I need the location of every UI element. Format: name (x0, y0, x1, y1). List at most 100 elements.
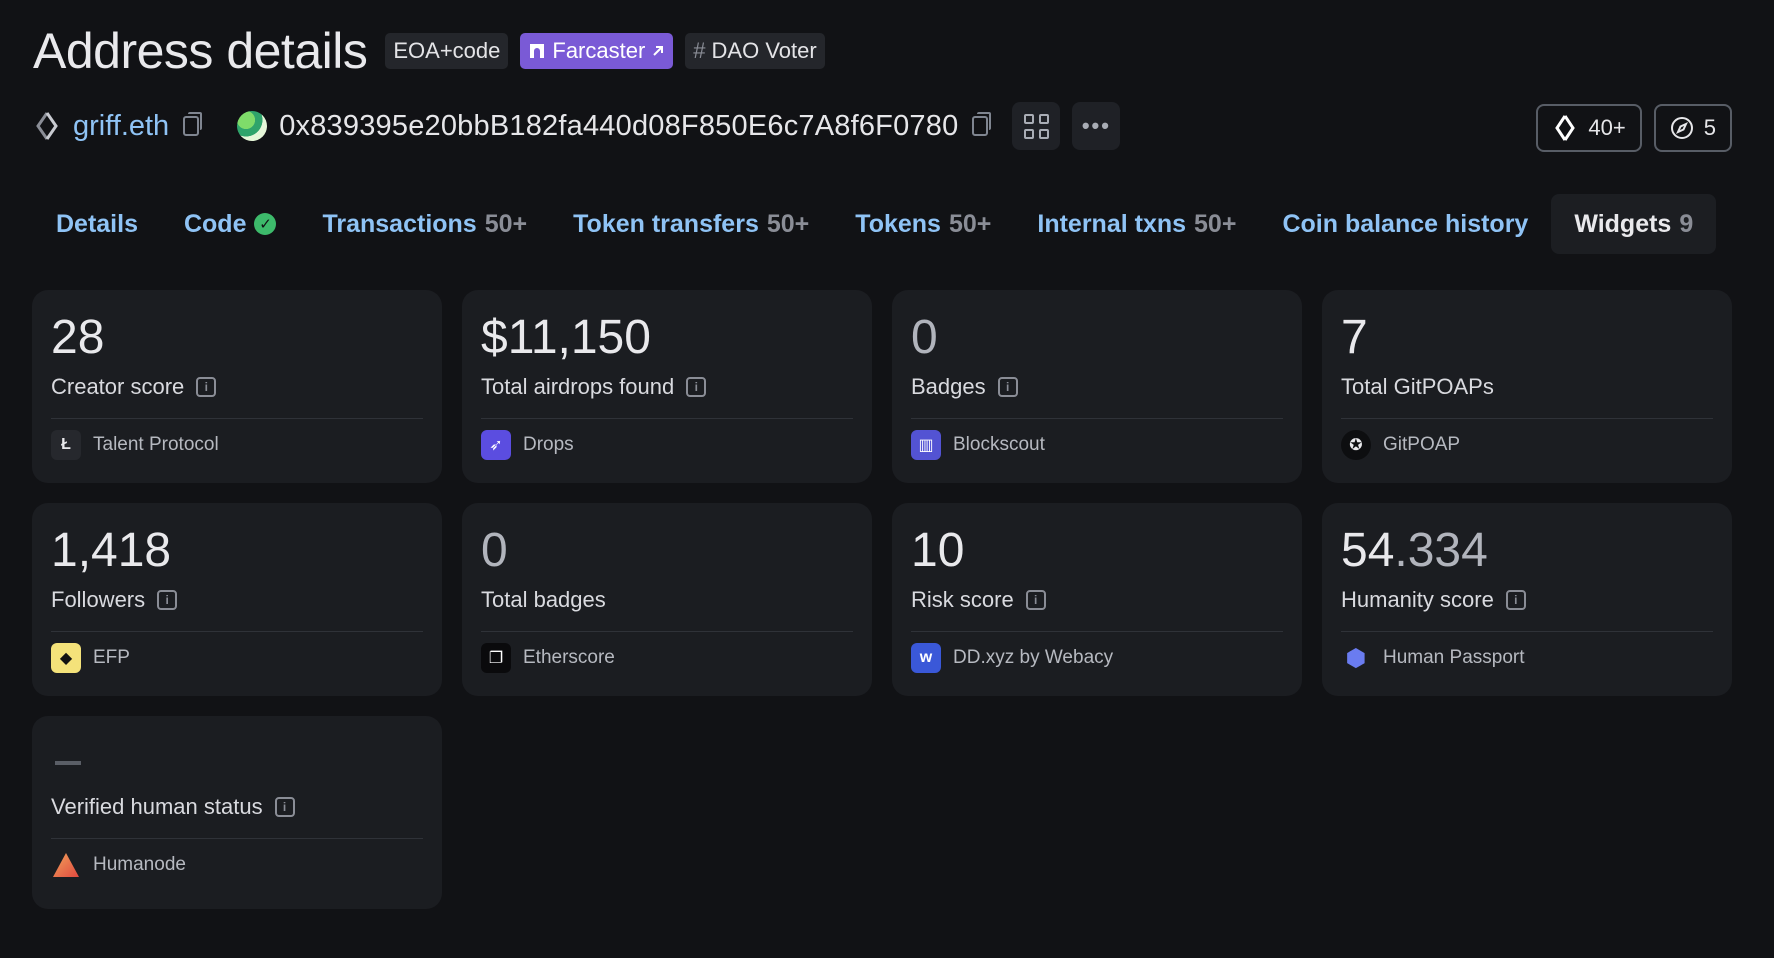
drops-logo-icon: ➶ (481, 430, 511, 460)
widget-source[interactable]: ▥ Blockscout (911, 430, 1283, 460)
efp-logo-icon: ◆ (51, 643, 81, 673)
widget-label: Risk score i (911, 587, 1283, 613)
tab-count: 50+ (484, 209, 528, 238)
tab-label: Code (183, 209, 247, 238)
widget-value: 7 (1341, 311, 1368, 364)
tab-label: Coin balance history (1282, 209, 1529, 238)
widget-source-name: DD.xyz by Webacy (953, 647, 1114, 668)
qr-code-button[interactable] (1012, 102, 1061, 150)
tab-count: 9 (1679, 209, 1694, 238)
copy-icon[interactable] (972, 112, 992, 136)
widget-source-name: Humanode (93, 854, 186, 875)
tab-count: 50+ (766, 209, 810, 238)
widget-source-name: Blockscout (953, 434, 1045, 455)
address-avatar (237, 111, 268, 141)
widget-label: Humanity score i (1341, 587, 1713, 613)
info-icon[interactable]: i (274, 797, 295, 817)
widget-label-text: Followers (51, 587, 146, 612)
tab-internal-txns[interactable]: Internal txns 50+ (1014, 194, 1259, 254)
widget-source[interactable]: Ł Talent Protocol (51, 430, 423, 460)
divider (481, 631, 853, 632)
widget-label: Followers i (51, 587, 423, 613)
more-options-button[interactable]: ••• (1072, 102, 1121, 150)
ens-icon (1555, 115, 1576, 141)
widget-source-name: EFP (93, 647, 130, 668)
interpretation-button[interactable]: 5 (1653, 104, 1732, 152)
widget-label-text: Badges (911, 374, 986, 399)
etherscore-logo-icon: ❐ (481, 643, 511, 673)
widget-source-name: Talent Protocol (93, 434, 219, 455)
widget-label-text: Creator score (51, 374, 185, 399)
widget-source[interactable]: ➶ Drops (481, 430, 853, 460)
ens-name-link[interactable]: griff.eth (73, 109, 170, 142)
ens-domains-button[interactable]: 40+ (1536, 104, 1642, 152)
divider (911, 631, 1283, 632)
widget-label-text: Total GitPOAPs (1341, 374, 1494, 399)
widget-card-total-badges: 0 Total badges ❐ Etherscore (462, 503, 872, 696)
divider (51, 418, 423, 419)
copy-icon[interactable] (183, 112, 203, 136)
widget-label: Total GitPOAPs (1341, 374, 1713, 400)
widget-value-text: 0 (481, 524, 508, 577)
widget-source-name: Drops (523, 434, 574, 455)
divider (911, 418, 1283, 419)
widget-label-text: Humanity score (1341, 587, 1494, 612)
widget-label: Total airdrops found i (481, 374, 853, 400)
tab-label: Transactions (322, 209, 477, 238)
widget-source[interactable]: ❐ Etherscore (481, 643, 853, 673)
external-link-icon (653, 46, 664, 56)
info-icon[interactable]: i (157, 590, 178, 610)
widget-value-int: 54 (1341, 524, 1395, 577)
widget-source-name: Human Passport (1383, 647, 1525, 668)
tab-label: Tokens (855, 209, 941, 238)
widget-source-name: Etherscore (523, 647, 615, 668)
tab-details[interactable]: Details (33, 194, 161, 254)
info-icon[interactable]: i (1025, 590, 1046, 610)
title-row: Address details EOA+code Farcaster # DAO… (33, 22, 825, 80)
widget-source[interactable]: ✪ GitPOAP (1341, 430, 1713, 460)
tab-transactions[interactable]: Transactions 50+ (299, 194, 550, 254)
tab-token-transfers[interactable]: Token transfers 50+ (550, 194, 832, 254)
talent-protocol-logo-icon: Ł (51, 430, 81, 460)
page-title: Address details (33, 23, 368, 79)
widget-card-verified-human: Verified human status i Humanode (32, 716, 442, 909)
header-actions: 40+ 5 (1536, 104, 1732, 152)
widget-value: 1,418 (51, 524, 172, 577)
tab-label: Token transfers (573, 209, 759, 238)
widget-source[interactable]: w DD.xyz by Webacy (911, 643, 1283, 673)
info-icon[interactable]: i (997, 377, 1018, 397)
tab-count: 50+ (948, 209, 992, 238)
qr-code-icon (1023, 113, 1049, 139)
human-passport-logo-icon: ⬢ (1345, 644, 1367, 672)
tab-tokens[interactable]: Tokens 50+ (832, 194, 1014, 254)
widget-card-followers: 1,418 Followers i ◆ EFP (32, 503, 442, 696)
tab-code[interactable]: Code ✓ (161, 194, 300, 254)
widget-label-text: Total badges (481, 587, 606, 612)
tab-bar: Details Code ✓ Transactions 50+ Token tran… (33, 194, 1717, 254)
widget-value: $11,150 (481, 311, 651, 364)
tag-label: EOA+code (393, 38, 501, 63)
widget-label: Badges i (911, 374, 1283, 400)
info-icon[interactable]: i (686, 377, 707, 397)
farcaster-tag[interactable]: Farcaster (520, 33, 674, 69)
eoa-code-tag: EOA+code (385, 33, 509, 69)
webacy-logo-icon: w (911, 643, 941, 673)
widget-value-empty (55, 761, 81, 765)
widget-source[interactable]: ◆ EFP (51, 643, 423, 673)
divider (481, 418, 853, 419)
tag-label: Farcaster (552, 38, 646, 63)
widget-source[interactable]: ⬢ Human Passport (1341, 643, 1713, 673)
widget-card-total-airdrops: $11,150 Total airdrops found i ➶ Drops (462, 290, 872, 483)
divider (1341, 631, 1713, 632)
tab-label: Details (56, 209, 138, 238)
widget-label-text: Total airdrops found (481, 374, 675, 399)
tab-widgets[interactable]: Widgets 9 (1551, 194, 1717, 254)
widget-source[interactable]: Humanode (51, 850, 423, 880)
address-hash: 0x839395e20bbB182fa440d08F850E6c7A8f6F07… (279, 109, 959, 142)
widget-value: 54.334 (1341, 521, 1713, 581)
info-icon[interactable]: i (196, 377, 217, 397)
info-icon[interactable]: i (1505, 590, 1526, 610)
tab-coin-balance-history[interactable]: Coin balance history (1259, 194, 1551, 254)
widget-value: 10 (911, 524, 965, 577)
widget-card-creator-score: 28 Creator score i Ł Talent Protocol (32, 290, 442, 483)
